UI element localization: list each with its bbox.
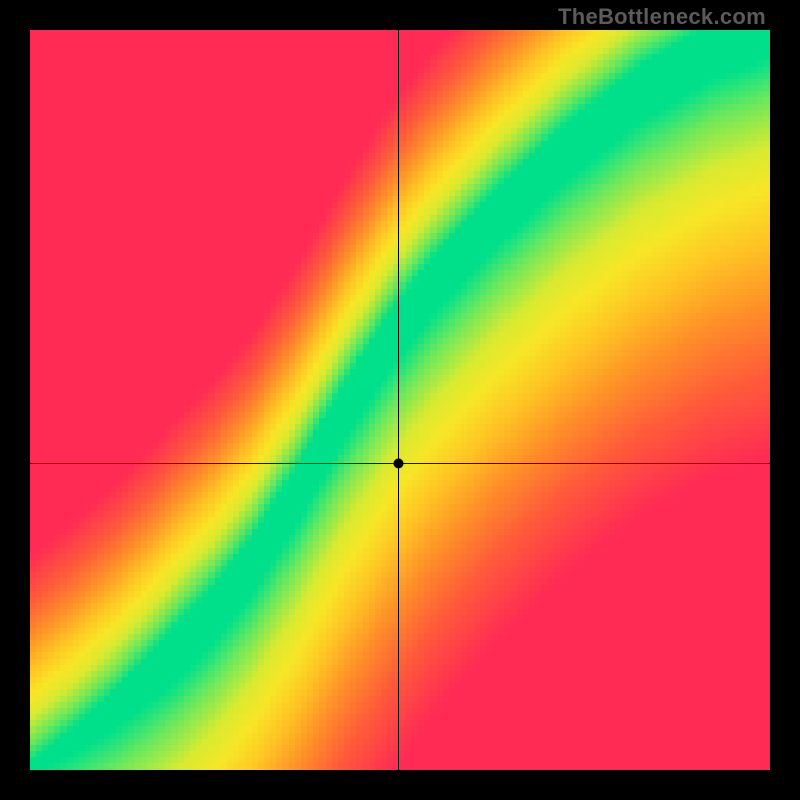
bottleneck-heatmap <box>30 30 770 770</box>
watermark-text: TheBottleneck.com <box>558 4 766 30</box>
